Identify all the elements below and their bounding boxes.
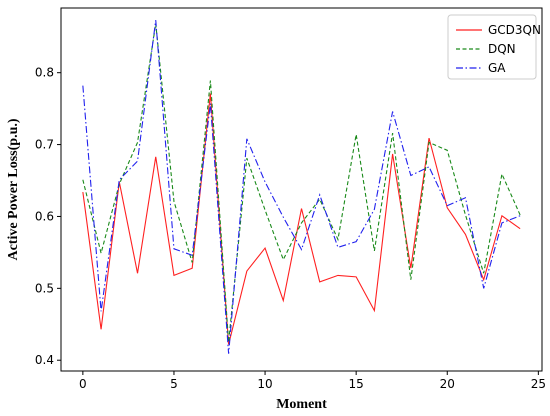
x-axis-ticks: 0 5 10 15 20 25 — [79, 371, 546, 391]
legend: GCD3QN DQN GA — [447, 14, 541, 80]
x-tick-label: 25 — [531, 377, 546, 391]
x-tick-label: 15 — [349, 377, 364, 391]
y-tick-label: 0.7 — [35, 138, 54, 152]
legend-label-dqn: DQN — [488, 42, 516, 56]
y-tick-label: 0.4 — [35, 353, 54, 367]
x-tick-label: 10 — [257, 377, 272, 391]
x-tick-label: 20 — [440, 377, 455, 391]
legend-label-gcd3qn: GCD3QN — [488, 23, 541, 37]
plot-frame — [60, 7, 543, 372]
series-line-gcd3qn — [82, 93, 521, 345]
series-layer — [82, 20, 521, 354]
series-line-ga — [82, 20, 521, 354]
legend-label-ga: GA — [488, 61, 506, 75]
legend-box — [447, 14, 537, 80]
y-axis-label: Active Power Loss(p.u.) — [6, 118, 21, 260]
y-tick-label: 0.6 — [35, 209, 54, 223]
y-tick-label: 0.5 — [35, 281, 54, 295]
y-axis-ticks: 0.4 0.5 0.6 0.7 0.8 — [35, 66, 61, 367]
y-tick-label: 0.8 — [35, 66, 54, 80]
x-tick-label: 0 — [79, 377, 87, 391]
x-axis-label: Moment — [276, 397, 327, 412]
x-tick-label: 5 — [170, 377, 178, 391]
